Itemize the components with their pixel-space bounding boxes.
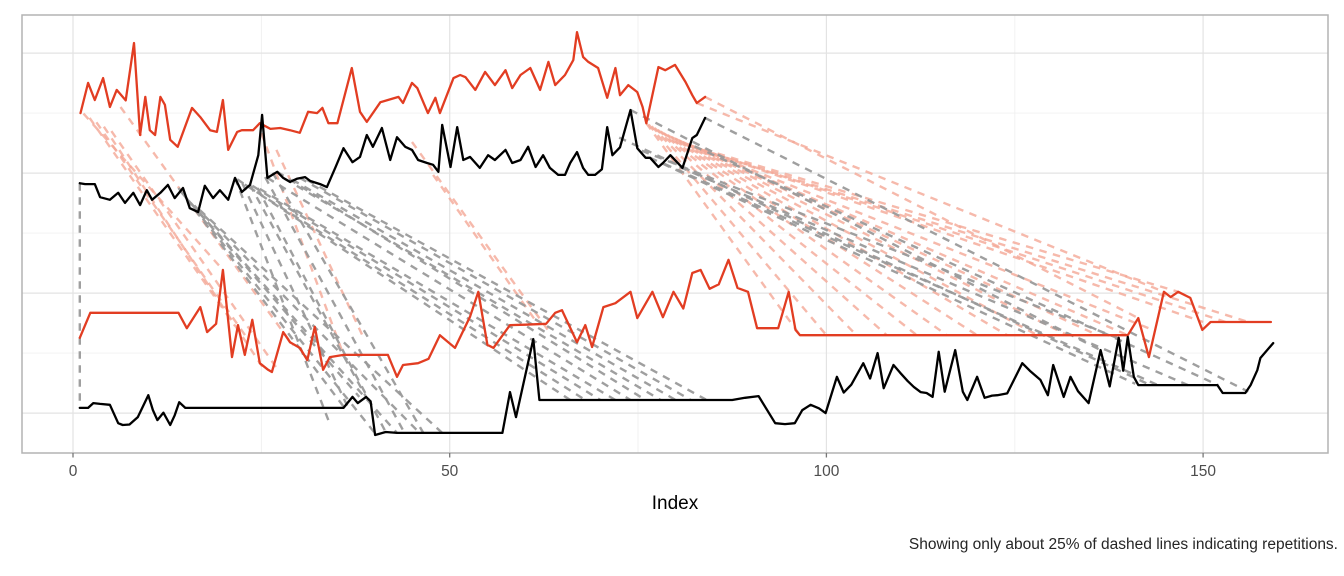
repetition-link-gray [284,177,662,402]
repetition-link-red [653,127,888,337]
repetition-link-red [432,174,539,324]
repetition-link-red [645,122,801,336]
series-black-bottom [78,335,1275,437]
x-tick-label: 100 [813,463,839,480]
repetition-link-red [704,95,1139,320]
repetition-link-gray [251,184,602,402]
repetition-link-gray [266,176,632,402]
repetition-link-gray [291,178,677,402]
repetition-link-red [703,149,1249,324]
x-axis-title: Index [651,493,699,514]
repetition-link-gray [233,177,331,423]
repetition-link-red [411,141,549,331]
repetition-link-red [674,137,1069,337]
series-black-top [78,108,707,214]
repetition-link-gray [704,116,1249,393]
repetition-link-red [95,121,249,340]
repetition-link-gray [629,108,1102,352]
repetition-link-red [260,132,346,358]
repetition-link-gray [236,178,571,402]
repetition-link-red [690,144,1179,293]
x-tick-label: 50 [441,463,459,480]
repetition-link-gray [248,184,368,399]
repetition-link-gray [299,176,692,402]
repetition-link-gray [244,183,586,402]
series-red-top [79,30,707,152]
repetition-link-gray [264,176,406,434]
repetition-link-red [88,117,236,327]
repetition-link-gray [306,179,707,401]
panel-border [21,14,1329,454]
repetition-link-gray [188,200,398,434]
repetition-link-red [647,123,828,336]
repetition-link-gray [184,196,377,435]
x-tick-label: 0 [69,463,78,480]
repetition-link-gray [256,187,387,433]
repetition-link-red [678,139,1099,337]
figure-caption: Showing only about 25% of dashed lines i… [908,536,1338,553]
repetition-link-gray [193,204,421,434]
repetition-link-gray [641,149,1121,341]
series-red-bottom [78,258,1273,378]
repetition-link-red [660,130,948,337]
repetition-link-red [682,140,1129,337]
x-tick-label: 150 [1190,463,1216,480]
repetition-link-gray [649,156,1136,385]
repetition-link-gray [694,145,1219,387]
